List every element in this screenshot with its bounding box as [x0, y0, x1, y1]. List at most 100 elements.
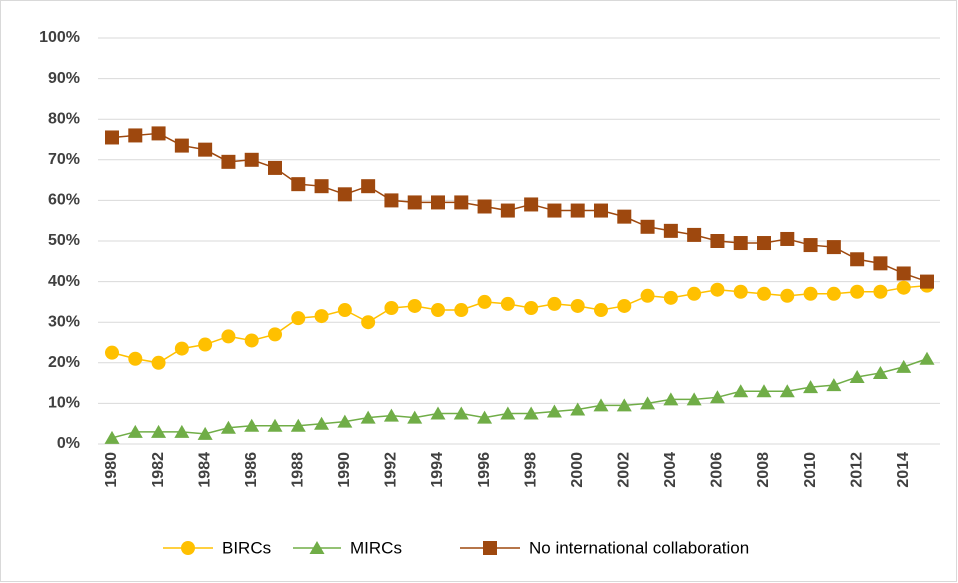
marker [268, 160, 282, 175]
marker [780, 288, 795, 303]
marker [687, 286, 702, 301]
marker [221, 154, 236, 169]
marker [151, 424, 167, 438]
y-tick-label: 90% [48, 70, 80, 87]
marker [803, 238, 818, 253]
marker [314, 416, 330, 430]
marker [757, 286, 771, 301]
x-tick-label: 2004 [662, 452, 679, 488]
x-tick-label: 1988 [290, 452, 307, 488]
marker [594, 303, 608, 318]
marker [826, 378, 842, 392]
marker [361, 179, 376, 194]
x-tick-label: 1986 [243, 452, 260, 488]
marker [850, 284, 865, 299]
marker [314, 179, 329, 194]
marker [593, 398, 609, 412]
marker [920, 274, 934, 289]
marker [198, 337, 213, 352]
marker [105, 345, 119, 360]
y-tick-label: 20% [48, 354, 80, 371]
y-tick-label: 100% [39, 29, 80, 46]
y-tick-label: 60% [48, 192, 80, 209]
marker [174, 138, 189, 153]
x-tick-label: 2014 [895, 452, 912, 488]
marker [663, 223, 678, 238]
marker [454, 303, 469, 318]
x-tick-label: 1990 [336, 452, 353, 488]
y-tick-label: 30% [48, 313, 80, 330]
marker [151, 126, 166, 141]
y-tick-label: 40% [48, 273, 80, 290]
marker [198, 142, 213, 157]
marker [687, 227, 702, 242]
marker [780, 231, 795, 246]
marker [384, 300, 399, 315]
x-tick-label: 1998 [522, 452, 539, 488]
marker [431, 195, 445, 210]
legend-label: No international collaboration [529, 538, 749, 557]
y-tick-label: 80% [48, 110, 80, 127]
marker [197, 426, 213, 440]
marker [453, 406, 469, 420]
x-tick-label: 1996 [476, 452, 493, 488]
marker [663, 392, 679, 406]
marker [291, 177, 306, 192]
marker [337, 187, 352, 202]
marker [500, 296, 515, 311]
legend-item: MIRCs [293, 538, 402, 557]
marker [337, 303, 352, 318]
marker [570, 203, 585, 218]
y-tick-label: 70% [48, 151, 80, 168]
marker [500, 203, 515, 218]
marker [360, 410, 376, 424]
marker [290, 418, 306, 432]
marker [291, 311, 306, 326]
x-tick-label: 1984 [196, 452, 213, 488]
marker [477, 199, 492, 214]
marker [617, 209, 632, 224]
x-tick-label: 2008 [755, 452, 772, 488]
marker [547, 296, 562, 311]
marker [640, 219, 655, 234]
y-tick-label: 10% [48, 395, 80, 412]
legend-label: BIRCs [222, 538, 271, 557]
x-tick-label: 1980 [103, 452, 120, 488]
legend-marker [309, 541, 325, 554]
marker [174, 424, 190, 438]
marker [594, 203, 608, 218]
marker [384, 193, 399, 208]
x-tick-label: 2012 [848, 452, 865, 488]
x-tick-label: 2010 [802, 452, 819, 488]
marker [383, 408, 399, 422]
marker [616, 398, 632, 412]
marker [919, 351, 935, 365]
marker [850, 252, 865, 267]
marker [523, 406, 539, 420]
marker [221, 329, 236, 344]
x-tick-label: 1992 [383, 452, 400, 488]
marker [896, 280, 911, 295]
marker [617, 298, 632, 313]
marker [849, 370, 865, 384]
marker [570, 402, 586, 416]
y-tick-label: 50% [48, 232, 80, 249]
marker [174, 341, 189, 356]
legend-marker [181, 541, 195, 555]
marker [710, 234, 725, 248]
marker [570, 298, 585, 313]
marker [872, 365, 888, 379]
legend-item: No international collaboration [460, 538, 749, 557]
marker [896, 359, 912, 373]
marker [454, 195, 469, 210]
marker [710, 282, 725, 297]
marker [524, 300, 539, 315]
x-tick-label: 2006 [709, 452, 726, 488]
marker [244, 333, 259, 348]
marker [127, 424, 143, 438]
legend-marker [483, 541, 497, 555]
x-tick-label: 2000 [569, 452, 586, 488]
marker [128, 128, 143, 143]
